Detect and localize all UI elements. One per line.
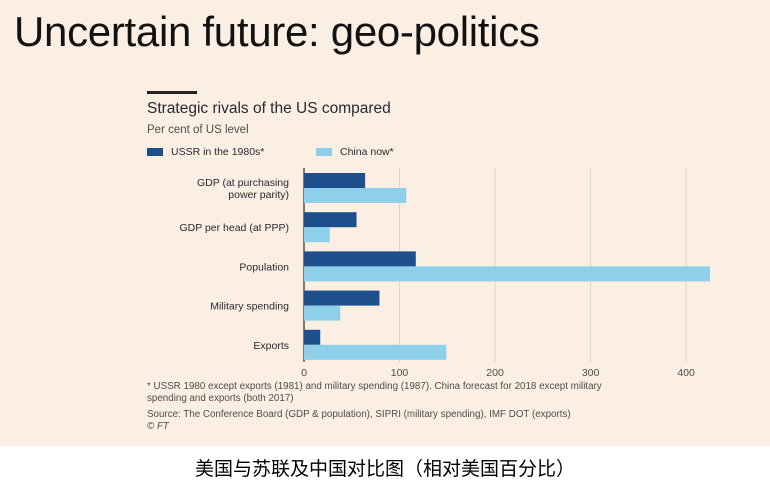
figure-caption: 美国与苏联及中国对比图（相对美国百分比）	[194, 458, 575, 480]
category-label-0-line-1: power parity)	[228, 189, 289, 201]
x-tick-label-200: 200	[486, 367, 504, 379]
legend-label-ussr: USSR in the 1980s*	[171, 146, 265, 158]
x-tick-label-0: 0	[301, 367, 307, 379]
x-tick-label-400: 400	[677, 367, 695, 379]
bar-china-2	[304, 266, 710, 282]
bar-ussr-0	[304, 173, 366, 188]
chart-source: Source: The Conference Board (GDP & popu…	[147, 409, 571, 420]
bar-china-1	[304, 227, 330, 243]
legend-item-china: China now*	[316, 146, 394, 158]
bar-ussr-2	[304, 251, 416, 267]
chart-footnote: * USSR 1980 except exports (1981) and mi…	[147, 381, 602, 405]
footnote-line-1: * USSR 1980 except exports (1981) and mi…	[147, 381, 602, 392]
bar-china-0	[304, 188, 407, 203]
category-label-4: Exports	[253, 340, 289, 352]
legend-swatch-ussr	[147, 148, 163, 156]
ft-title-bar	[147, 91, 197, 94]
ft-credit: © FT	[147, 421, 169, 432]
x-tick-label-300: 300	[582, 367, 600, 379]
slide-title: Uncertain future: geo-politics	[14, 8, 540, 55]
category-label-2: Population	[239, 261, 289, 273]
bar-china-4	[304, 344, 447, 360]
x-tick-label-100: 100	[391, 367, 409, 379]
legend-item-ussr: USSR in the 1980s*	[147, 146, 264, 158]
category-label-1: GDP per head (at PPP)	[179, 222, 289, 234]
category-label-3: Military spending	[210, 301, 289, 313]
bar-ussr-1	[304, 212, 357, 228]
chart-title: Strategic rivals of the US compared	[147, 100, 391, 117]
legend-label-china: China now*	[340, 146, 394, 158]
bar-ussr-3	[304, 290, 380, 306]
slide: Uncertain future: geo-politics Strategic…	[0, 0, 770, 446]
bar-ussr-4	[304, 329, 321, 345]
legend-swatch-china	[316, 148, 332, 156]
footnote-line-2: spending and exports (both 2017)	[147, 393, 294, 404]
category-label-0-line-0: GDP (at purchasing	[197, 177, 289, 189]
bar-china-3	[304, 305, 341, 321]
chart-subtitle: Per cent of US level	[147, 124, 249, 136]
